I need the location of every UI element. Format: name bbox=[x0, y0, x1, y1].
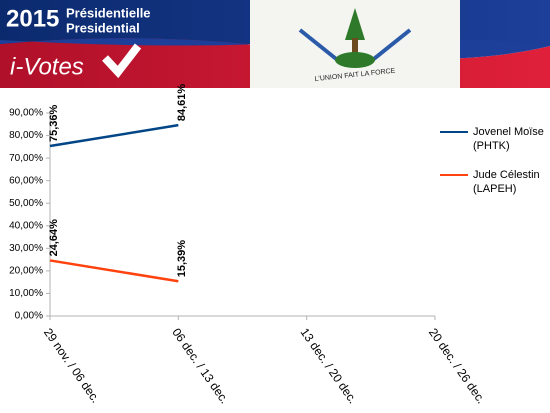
y-tick-label: 50,00% bbox=[9, 198, 43, 209]
value-label: 84,61% bbox=[176, 84, 188, 122]
series-line bbox=[49, 123, 179, 148]
y-tick-label: 0,00% bbox=[15, 311, 43, 322]
y-tick-label: 70,00% bbox=[9, 153, 43, 164]
x-tick-label: 13 dec. / 20 dec. bbox=[298, 326, 360, 407]
value-label: 75,36% bbox=[48, 104, 60, 142]
checkmark bbox=[102, 43, 142, 79]
legend-swatch bbox=[440, 131, 468, 133]
value-label: 24,64% bbox=[48, 219, 60, 257]
palm bbox=[345, 8, 365, 40]
y-tick-label: 40,00% bbox=[9, 220, 43, 231]
y-tick-label: 20,00% bbox=[9, 266, 43, 277]
legend-entry: Jude Célestin (LAPEH) bbox=[440, 168, 550, 196]
legend-label: Jude Célestin (LAPEH) bbox=[473, 169, 540, 195]
value-label: 15,39% bbox=[176, 240, 188, 278]
y-tick-label: 80,00% bbox=[9, 130, 43, 141]
mound bbox=[335, 52, 375, 68]
y-tick-label: 30,00% bbox=[9, 243, 43, 254]
banner-year: 2015 bbox=[6, 5, 59, 32]
palm-trunk bbox=[352, 38, 358, 60]
y-tick-label: 60,00% bbox=[9, 175, 43, 186]
banner-line1: Présidentielle bbox=[66, 5, 151, 20]
flags bbox=[298, 28, 412, 64]
series-line bbox=[49, 259, 179, 283]
banner-line2: Presidential bbox=[66, 20, 140, 35]
x-tick-label: 29 nov. / 06 dec. bbox=[41, 326, 103, 406]
y-tick-label: 10,00% bbox=[9, 288, 43, 299]
legend-entry: Jovenel Moïse (PHTK) bbox=[440, 125, 550, 153]
x-tick-label: 06 dec. / 13 dec. bbox=[169, 326, 231, 407]
banner: L'UNION FAIT LA FORCE 2015 Présidentiell… bbox=[0, 0, 550, 88]
legend-swatch bbox=[440, 174, 468, 176]
banner-brand: i-Votes bbox=[10, 53, 84, 80]
y-tick-label: 90,00% bbox=[9, 108, 43, 119]
x-tick-label: 20 dec. / 26 dec. bbox=[426, 326, 488, 407]
legend-label: Jovenel Moïse (PHTK) bbox=[473, 126, 544, 152]
